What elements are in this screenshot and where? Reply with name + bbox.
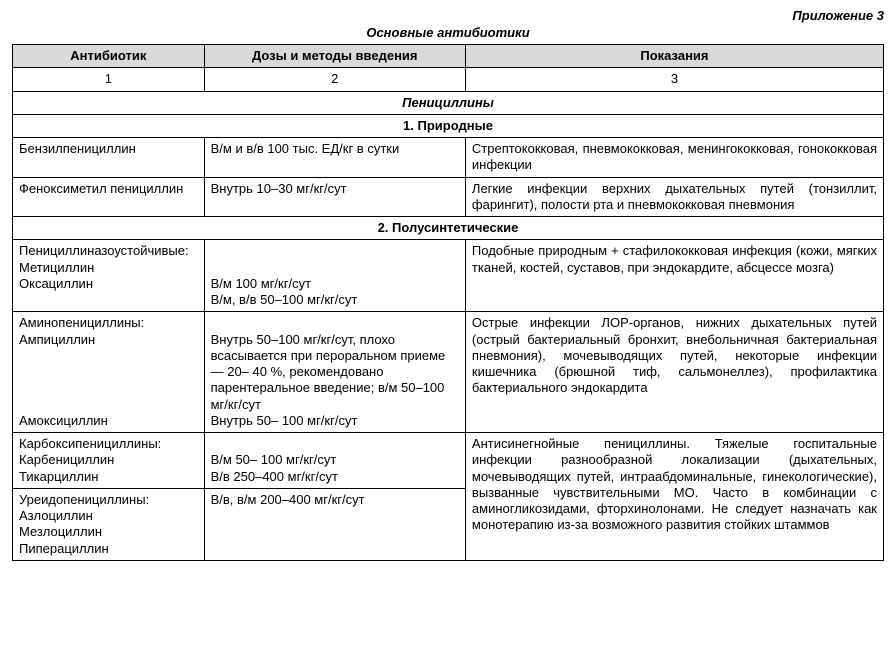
cell-antibiotic: Уреидопенициллины:АзлоциллинМезлоциллинП… [13, 488, 205, 560]
cell-dose: В/м 100 мг/кг/сутВ/м, в/в 50–100 мг/кг/с… [204, 240, 465, 312]
cell-antibiotic: Аминопенициллины:АмпициллинАмоксициллин [13, 312, 205, 433]
table-row: Феноксиметил пенициллин Внутрь 10–30 мг/… [13, 177, 884, 217]
cell-antibiotic: Бензилпенициллин [13, 138, 205, 178]
cell-dose: В/м 50– 100 мг/кг/сутВ/в 250–400 мг/кг/с… [204, 433, 465, 489]
cell-dose: Внутрь 10–30 мг/кг/сут [204, 177, 465, 217]
cell-indication: Легкие инфекции верхних дыхательных путе… [465, 177, 883, 217]
cell-dose: В/в, в/м 200–400 мг/кг/сут [204, 488, 465, 560]
cell-indication: Подобные природным + стафилококковая инф… [465, 240, 883, 312]
subsection-row-natural: 1. Природные [13, 114, 884, 137]
cell-antibiotic: Карбоксипенициллины:КарбенициллинТикарци… [13, 433, 205, 489]
header-row: Антибиотик Дозы и методы введения Показа… [13, 45, 884, 68]
subsection-natural: 1. Природные [13, 114, 884, 137]
antibiotics-table: Антибиотик Дозы и методы введения Показа… [12, 44, 884, 561]
cell-indication: Острые инфекции ЛОР-органов, нижних дыха… [465, 312, 883, 433]
cell-dose: В/м и в/в 100 тыс. ЕД/кг в сутки [204, 138, 465, 178]
cell-indication: Антисинегнойные пенициллины. Тяжелые гос… [465, 433, 883, 561]
colnum-1: 1 [13, 68, 205, 91]
subsection-semisynthetic: 2. Полусинтетические [13, 217, 884, 240]
cell-antibiotic: Пенициллиназоустойчивые:МетициллинОксаци… [13, 240, 205, 312]
colnum-3: 3 [465, 68, 883, 91]
subsection-row-semisynthetic: 2. Полусинтетические [13, 217, 884, 240]
cell-indication: Стрептококковая, пневмококковая, менинго… [465, 138, 883, 178]
header-dose: Дозы и методы введения [204, 45, 465, 68]
table-title: Основные антибиотики [12, 25, 884, 40]
column-number-row: 1 2 3 [13, 68, 884, 91]
cell-dose: Внутрь 50–100 мг/кг/сут, плохо всасывает… [204, 312, 465, 433]
header-antibiotic: Антибиотик [13, 45, 205, 68]
cell-antibiotic: Феноксиметил пенициллин [13, 177, 205, 217]
table-row: Аминопенициллины:АмпициллинАмоксициллин … [13, 312, 884, 433]
table-row: Пенициллиназоустойчивые:МетициллинОксаци… [13, 240, 884, 312]
appendix-label: Приложение 3 [12, 8, 884, 23]
section-row-penicillins: Пенициллины [13, 91, 884, 114]
table-row: Карбоксипенициллины:КарбенициллинТикарци… [13, 433, 884, 489]
colnum-2: 2 [204, 68, 465, 91]
table-row: Бензилпенициллин В/м и в/в 100 тыс. ЕД/к… [13, 138, 884, 178]
section-penicillins: Пенициллины [13, 91, 884, 114]
header-indication: Показания [465, 45, 883, 68]
